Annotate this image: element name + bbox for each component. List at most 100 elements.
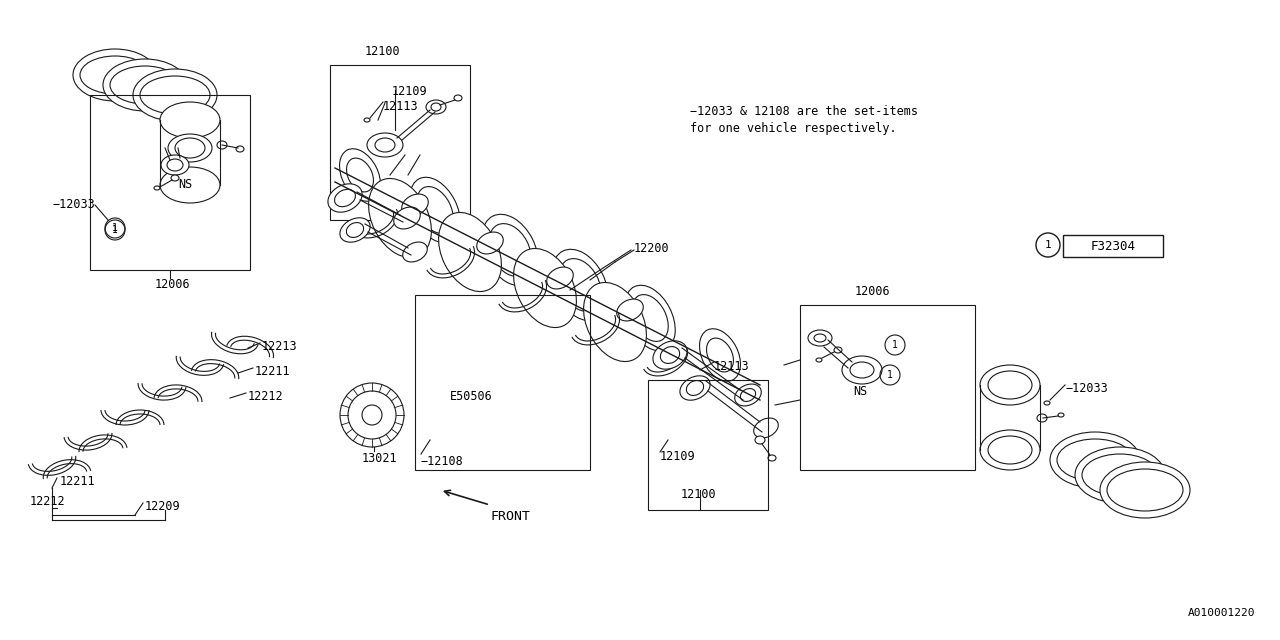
Ellipse shape — [328, 184, 362, 212]
Ellipse shape — [81, 56, 150, 94]
Ellipse shape — [653, 341, 687, 369]
Ellipse shape — [680, 376, 710, 400]
Text: 1: 1 — [1044, 240, 1051, 250]
Ellipse shape — [547, 267, 573, 289]
Ellipse shape — [394, 207, 420, 229]
Ellipse shape — [168, 134, 212, 162]
Text: NS: NS — [178, 178, 192, 191]
Ellipse shape — [700, 329, 740, 381]
Ellipse shape — [513, 248, 576, 328]
Ellipse shape — [808, 330, 832, 346]
Ellipse shape — [369, 179, 431, 257]
Ellipse shape — [552, 250, 608, 321]
Text: 13021: 13021 — [362, 452, 398, 465]
Ellipse shape — [161, 155, 189, 175]
Bar — [648, 380, 768, 510]
Text: 12109: 12109 — [660, 450, 695, 463]
Text: 12113: 12113 — [383, 100, 419, 113]
Text: 12200: 12200 — [634, 241, 669, 255]
Ellipse shape — [160, 102, 220, 138]
Ellipse shape — [768, 455, 776, 461]
Text: −12033 & 12108 are the set-items: −12033 & 12108 are the set-items — [690, 105, 918, 118]
Ellipse shape — [476, 232, 503, 254]
Text: −12108: −12108 — [420, 455, 463, 468]
Text: 1: 1 — [113, 225, 118, 235]
Bar — [330, 65, 470, 220]
Ellipse shape — [375, 138, 396, 152]
Ellipse shape — [980, 365, 1039, 405]
Ellipse shape — [339, 148, 380, 201]
Bar — [415, 295, 590, 470]
Ellipse shape — [584, 282, 646, 362]
Ellipse shape — [110, 66, 180, 104]
Ellipse shape — [166, 159, 183, 171]
Text: 12100: 12100 — [680, 488, 716, 501]
Ellipse shape — [686, 381, 704, 396]
Ellipse shape — [1050, 432, 1140, 488]
Ellipse shape — [850, 362, 874, 378]
Text: FRONT: FRONT — [490, 510, 530, 523]
Ellipse shape — [842, 356, 882, 384]
Text: A010001220: A010001220 — [1188, 608, 1254, 618]
Ellipse shape — [133, 69, 218, 121]
Ellipse shape — [559, 259, 602, 312]
Text: NS: NS — [852, 385, 867, 398]
Ellipse shape — [172, 175, 179, 181]
Ellipse shape — [1037, 414, 1047, 422]
Ellipse shape — [431, 103, 442, 111]
Text: 12212: 12212 — [29, 495, 65, 508]
Ellipse shape — [73, 49, 157, 101]
Ellipse shape — [175, 138, 205, 158]
Text: 12113: 12113 — [714, 360, 750, 373]
Text: 12006: 12006 — [854, 285, 890, 298]
Ellipse shape — [707, 338, 733, 372]
Ellipse shape — [236, 146, 244, 152]
Ellipse shape — [340, 218, 370, 242]
Ellipse shape — [140, 76, 210, 114]
Text: 12100: 12100 — [365, 45, 401, 58]
Text: 12109: 12109 — [392, 85, 428, 98]
Text: 1: 1 — [887, 370, 893, 380]
Ellipse shape — [755, 436, 765, 444]
Ellipse shape — [754, 418, 778, 438]
Ellipse shape — [1082, 454, 1158, 496]
Ellipse shape — [402, 194, 429, 216]
Text: −12033: −12033 — [52, 198, 95, 211]
Bar — [90, 95, 250, 270]
Text: −12033: −12033 — [1065, 382, 1107, 395]
Text: 12209: 12209 — [145, 500, 180, 513]
Text: 12211: 12211 — [60, 475, 96, 488]
Ellipse shape — [617, 299, 644, 321]
Ellipse shape — [835, 347, 842, 353]
Ellipse shape — [740, 388, 755, 401]
Ellipse shape — [347, 158, 374, 192]
Ellipse shape — [347, 223, 364, 237]
Ellipse shape — [632, 294, 668, 341]
Ellipse shape — [814, 334, 826, 342]
Ellipse shape — [417, 187, 453, 234]
Text: F32304: F32304 — [1091, 239, 1135, 253]
Ellipse shape — [489, 223, 531, 276]
Bar — [800, 305, 975, 470]
Ellipse shape — [660, 346, 680, 364]
Ellipse shape — [439, 212, 502, 292]
Ellipse shape — [980, 430, 1039, 470]
Text: 1: 1 — [892, 340, 899, 350]
Ellipse shape — [454, 95, 462, 101]
Ellipse shape — [1100, 462, 1190, 518]
Text: E50506: E50506 — [451, 390, 493, 403]
Ellipse shape — [988, 371, 1032, 399]
Ellipse shape — [1107, 469, 1183, 511]
Ellipse shape — [102, 59, 187, 111]
Text: for one vehicle respectively.: for one vehicle respectively. — [690, 122, 896, 135]
Text: 12211: 12211 — [255, 365, 291, 378]
Text: 12006: 12006 — [154, 278, 189, 291]
Ellipse shape — [334, 189, 356, 207]
Ellipse shape — [735, 384, 762, 406]
Ellipse shape — [160, 167, 220, 203]
Ellipse shape — [218, 141, 227, 149]
Ellipse shape — [367, 133, 403, 157]
Text: 12213: 12213 — [262, 340, 298, 353]
Text: 12212: 12212 — [248, 390, 284, 403]
Ellipse shape — [410, 177, 461, 243]
